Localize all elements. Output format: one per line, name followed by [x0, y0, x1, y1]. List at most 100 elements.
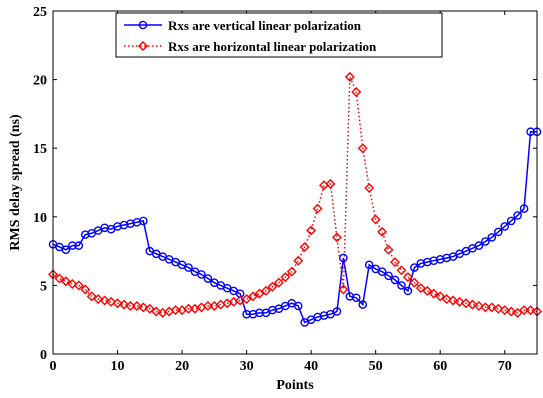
data-point: [144, 303, 155, 314]
y-tick-label: 5: [40, 279, 47, 294]
data-point: [73, 280, 84, 291]
data-point: [526, 127, 535, 137]
data-point: [351, 86, 362, 97]
data-point: [118, 299, 129, 310]
data-point: [338, 284, 349, 295]
data-point: [377, 267, 387, 276]
data-point: [203, 274, 213, 283]
data-point: [441, 294, 452, 305]
data-point: [139, 216, 148, 226]
axis-ticks: 0 10 20 30 40 50 60 70 0 5 10 15 20 25: [33, 5, 537, 374]
data-point: [364, 182, 375, 193]
legend: Rxs are vertical linear polarization Rxs …: [115, 12, 443, 58]
data-point: [312, 203, 323, 214]
data-point: [415, 283, 426, 294]
data-point: [506, 216, 516, 226]
data-point: [525, 305, 536, 316]
data-point: [293, 301, 303, 311]
data-point: [54, 273, 65, 284]
data-point: [280, 272, 291, 283]
data-point: [487, 233, 497, 242]
data-point: [80, 284, 91, 295]
legend-marker: [138, 20, 148, 30]
data-point: [454, 296, 465, 307]
data-point: [473, 300, 484, 311]
data-point: [370, 214, 381, 225]
data-point: [74, 241, 84, 250]
legend-entries: Rxs are vertical linear polarization Rxs …: [124, 18, 377, 54]
data-point: [512, 307, 523, 318]
data-point: [254, 288, 265, 299]
data-point: [151, 306, 162, 317]
data-point: [390, 275, 400, 285]
data-point: [377, 226, 388, 237]
y-tick-label: 20: [33, 74, 47, 89]
data-point: [93, 294, 104, 305]
data-point: [61, 245, 71, 255]
data-point: [390, 257, 401, 268]
data-point: [242, 309, 251, 319]
data-point: [138, 302, 149, 313]
y-tick-label: 15: [33, 142, 47, 157]
plot-marks: [48, 71, 542, 327]
data-point: [332, 307, 342, 316]
data-point: [364, 260, 374, 270]
data-point: [260, 285, 271, 296]
data-point: [68, 241, 77, 250]
data-point: [435, 291, 446, 302]
data-point: [131, 300, 142, 311]
data-point: [241, 294, 252, 305]
data-point: [357, 143, 368, 154]
x-tick-label: 10: [111, 359, 125, 374]
x-tick-label: 40: [304, 359, 318, 374]
data-point: [184, 263, 193, 272]
data-point: [125, 300, 136, 311]
data-point: [461, 298, 472, 309]
x-axis-label: Points: [276, 378, 314, 393]
data-point: [519, 305, 530, 316]
data-point: [293, 255, 304, 266]
data-point: [513, 211, 522, 220]
data-point: [403, 286, 413, 296]
data-point: [60, 276, 71, 287]
y-tick-label: 25: [33, 5, 47, 20]
data-point: [383, 244, 394, 255]
data-point: [480, 302, 491, 313]
x-tick-label: 0: [50, 359, 57, 374]
x-tick-label: 20: [175, 359, 189, 374]
data-point: [402, 272, 413, 283]
y-axis-label: RMS delay spread (ns): [8, 114, 23, 251]
x-tick-label: 60: [433, 359, 447, 374]
data-point: [409, 277, 420, 288]
data-point: [410, 263, 419, 272]
data-point: [499, 305, 510, 316]
data-point: [325, 178, 336, 189]
data-point: [99, 295, 110, 306]
data-point: [397, 281, 406, 290]
x-tick-label: 70: [498, 359, 512, 374]
data-point: [352, 293, 361, 303]
data-point: [306, 225, 317, 236]
data-point: [422, 285, 433, 296]
legend-entry-1: Rxs are vertical linear polarization: [124, 18, 362, 33]
data-point: [86, 291, 97, 302]
data-point: [474, 241, 484, 250]
data-point: [384, 271, 393, 281]
data-point: [183, 303, 194, 314]
data-point: [396, 265, 407, 276]
data-point: [248, 291, 259, 302]
data-point: [339, 253, 348, 263]
data-point: [112, 298, 123, 309]
legend-box: [115, 12, 443, 58]
data-point: [448, 295, 459, 306]
data-point: [344, 71, 355, 82]
series-2: [48, 71, 542, 318]
data-point: [202, 300, 213, 311]
x-tick-label: 30: [240, 359, 254, 374]
data-point: [299, 241, 310, 252]
legend-label: Rxs are horizontal linear polarization: [168, 39, 377, 54]
data-point: [493, 227, 503, 237]
data-point: [170, 305, 181, 316]
